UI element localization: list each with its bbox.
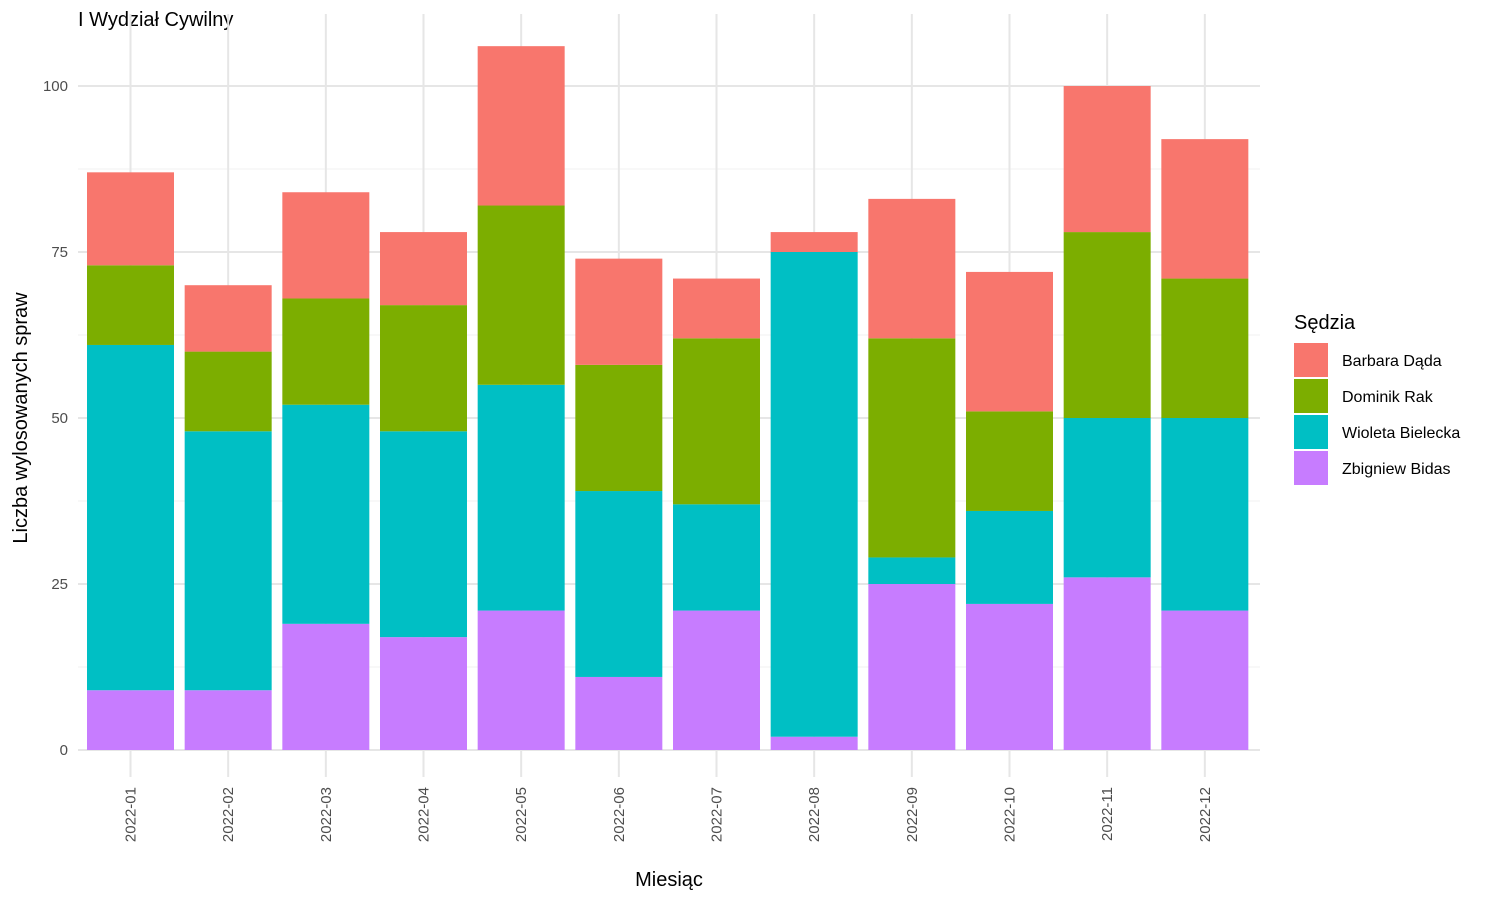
bar-segment [868, 557, 956, 584]
x-tick-label: 2022-02 [220, 787, 237, 842]
bar-segment [1063, 418, 1151, 578]
bar-segment [868, 198, 956, 339]
bar-segment [1063, 86, 1151, 233]
y-tick-label: 100 [43, 78, 68, 95]
bar-segment [575, 258, 663, 365]
x-tick-label: 2022-07 [709, 787, 726, 842]
x-tick-label: 2022-09 [904, 787, 921, 842]
bar-segment [770, 232, 858, 252]
bar-segment [184, 285, 272, 352]
bar-segment [184, 431, 272, 691]
bar-segment [966, 411, 1053, 511]
legend-label: Barbara Dąda [1342, 353, 1442, 370]
bar-segment [380, 637, 467, 750]
bar-segment [1161, 418, 1249, 611]
legend-title: Sędzia [1294, 312, 1356, 334]
bar-segment [477, 610, 565, 750]
y-tick-label: 75 [51, 244, 68, 261]
x-tick-label: 2022-06 [611, 787, 628, 842]
bar-segment [282, 298, 370, 405]
bar-segment [575, 364, 663, 492]
bar-segment [477, 46, 565, 206]
bar-segment [868, 338, 956, 558]
bar-segment [1161, 278, 1249, 418]
bar-segment [673, 504, 760, 611]
x-tick-label: 2022-08 [806, 787, 823, 842]
bar-segment [477, 205, 565, 385]
x-tick-label: 2022-01 [123, 787, 140, 842]
bar-segment [966, 510, 1053, 604]
x-tick-label: 2022-12 [1197, 787, 1214, 842]
x-tick-label: 2022-10 [1002, 787, 1019, 842]
bar-segment [1161, 139, 1249, 279]
x-tick-label: 2022-11 [1099, 787, 1116, 841]
bar-segment [477, 384, 565, 611]
bar-segment [87, 344, 174, 691]
bar-segment [770, 252, 858, 737]
bar-segment [673, 338, 760, 505]
x-axis-title: Miesiąc [635, 869, 703, 891]
bar-segment [966, 271, 1053, 412]
chart-title: I Wydział Cywilny [78, 9, 233, 31]
y-tick-label: 50 [51, 410, 68, 427]
bar-segment [380, 305, 467, 432]
y-axis-ticks: 0 25 50 75 100 [43, 78, 68, 759]
bar-segment [868, 584, 956, 750]
bar-segment [184, 351, 272, 432]
x-tick-label: 2022-04 [416, 787, 433, 842]
bar-segment [966, 603, 1053, 750]
x-tick-label: 2022-03 [318, 787, 335, 842]
bar-segment [87, 690, 174, 750]
x-axis-ticks: 2022-01 2022-02 2022-03 2022-04 2022-05 2022-… [123, 787, 1214, 842]
bar-segment [380, 431, 467, 638]
y-tick-label: 25 [51, 576, 68, 593]
legend-key [1294, 343, 1328, 377]
legend: Sędzia Barbara Dąda Dominik Rak Wioleta Bi… [1294, 312, 1460, 485]
legend-key [1294, 379, 1328, 413]
bar-segment [770, 736, 858, 750]
legend-label: Wioleta Bielecka [1342, 425, 1460, 442]
legend-key [1294, 451, 1328, 485]
bar-segment [673, 278, 760, 339]
bar-segment [575, 676, 663, 750]
legend-key [1294, 415, 1328, 449]
bar-segment [575, 491, 663, 677]
legend-label: Zbigniew Bidas [1342, 461, 1451, 478]
bar-segment [1063, 232, 1151, 418]
legend-label: Dominik Rak [1342, 389, 1434, 406]
bar-segment [1161, 610, 1249, 750]
x-tick-label: 2022-05 [513, 787, 530, 842]
bar-segment [87, 265, 174, 345]
bar-segment [282, 192, 370, 299]
bar-segment [673, 610, 760, 750]
bar-segment [184, 690, 272, 750]
y-axis-title: Liczba wylosowanych spraw [10, 292, 32, 544]
bar-segment [282, 404, 370, 624]
bars [87, 46, 1249, 750]
bar-segment [1063, 577, 1151, 750]
bar-segment [380, 232, 467, 306]
bar-segment [87, 172, 174, 266]
y-tick-label: 0 [60, 742, 68, 759]
bar-segment [282, 623, 370, 750]
